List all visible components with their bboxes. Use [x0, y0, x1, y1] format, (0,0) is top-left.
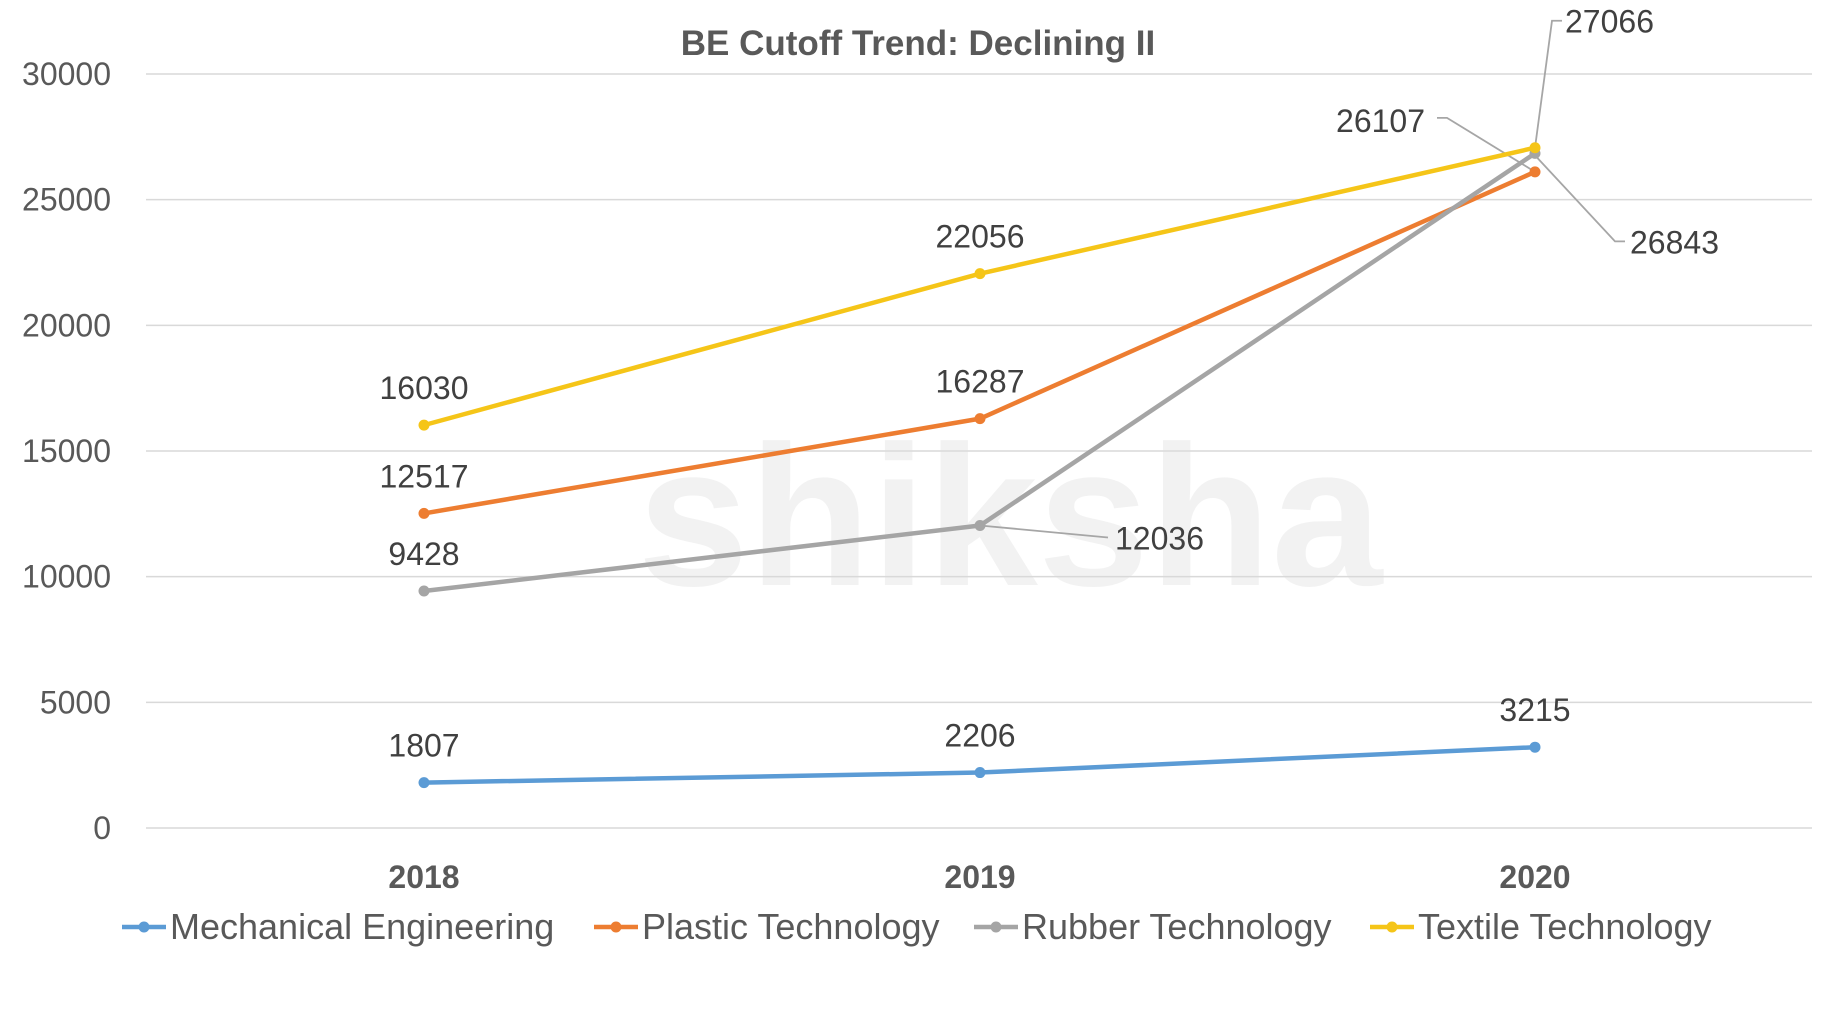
data-label: 27066: [1565, 4, 1654, 40]
watermark: shiksha: [638, 405, 1385, 628]
legend-label: Rubber Technology: [1022, 906, 1332, 947]
data-label: 16030: [380, 370, 469, 406]
x-tick-label: 2019: [944, 859, 1015, 895]
leader-line: [1534, 154, 1625, 243]
y-tick-label: 0: [93, 810, 111, 846]
y-tick-label: 20000: [22, 307, 111, 343]
data-label: 26843: [1630, 224, 1719, 260]
data-point: [974, 413, 986, 425]
data-point: [1529, 741, 1541, 753]
legend-marker: [1386, 921, 1398, 933]
x-tick-label: 2020: [1499, 859, 1570, 895]
data-point: [1529, 166, 1541, 178]
legend-marker: [990, 921, 1002, 933]
data-point: [1529, 142, 1541, 154]
leader-line: [1534, 19, 1562, 148]
data-label: 26107: [1336, 103, 1425, 139]
data-point: [418, 419, 430, 431]
data-label: 2206: [944, 718, 1015, 754]
data-label: 9428: [388, 536, 459, 572]
legend-marker: [138, 921, 150, 933]
y-tick-label: 25000: [22, 182, 111, 218]
data-label: 12036: [1115, 520, 1204, 556]
y-tick-label: 30000: [22, 56, 111, 92]
data-point: [418, 777, 430, 789]
data-point: [974, 268, 986, 280]
data-label: 12517: [380, 458, 469, 494]
data-label: 3215: [1499, 692, 1570, 728]
legend-marker: [610, 921, 622, 933]
chart-title: BE Cutoff Trend: Declining II: [681, 24, 1155, 63]
y-tick-label: 5000: [40, 684, 111, 720]
data-label: 1807: [388, 728, 459, 764]
data-point: [418, 507, 430, 519]
data-label: 16287: [936, 364, 1025, 400]
data-point: [974, 519, 986, 531]
x-tick-label: 2018: [388, 859, 459, 895]
legend-label: Textile Technology: [1418, 906, 1712, 947]
legend-label: Mechanical Engineering: [170, 906, 554, 947]
data-point: [974, 767, 986, 779]
y-tick-label: 10000: [22, 559, 111, 595]
data-label: 22056: [936, 219, 1025, 255]
leader-line: [979, 524, 1109, 539]
y-tick-label: 15000: [22, 433, 111, 469]
legend-label: Plastic Technology: [642, 906, 940, 947]
data-point: [418, 585, 430, 597]
